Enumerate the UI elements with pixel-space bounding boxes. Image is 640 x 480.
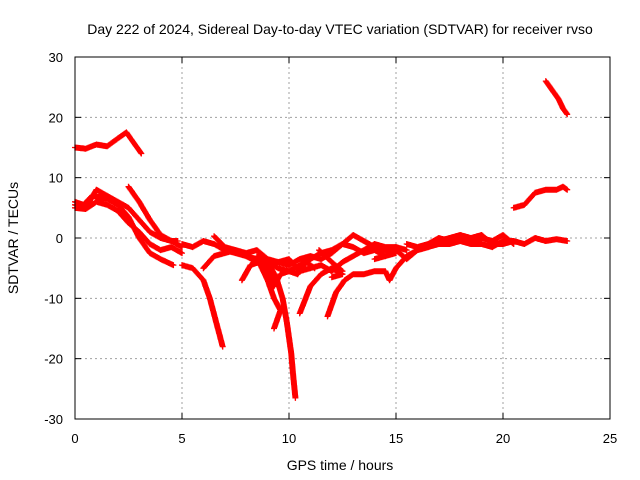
series-markers <box>316 247 346 275</box>
series-markers <box>72 129 145 157</box>
y-tick-label: 30 <box>49 50 63 65</box>
series-markers <box>510 183 571 211</box>
x-tick-label: 20 <box>496 431 510 446</box>
y-axis-label: SDTVAR / TECUs <box>5 182 21 294</box>
series-markers <box>542 78 571 118</box>
series-markers <box>253 253 299 401</box>
x-tick-label: 0 <box>71 431 78 446</box>
chart-title: Day 222 of 2024, Sidereal Day-to-day VTE… <box>87 21 593 37</box>
series-track-11 <box>253 253 299 401</box>
x-axis-label: GPS time / hours <box>287 457 394 473</box>
axis-ticks: 0 5 10 15 20 25 -30 -20 -10 0 10 20 30 <box>44 50 617 446</box>
y-tick-label: 0 <box>56 231 63 246</box>
grid-lines <box>75 57 610 419</box>
series-track-5 <box>125 183 185 251</box>
series-track-19 <box>542 78 571 118</box>
y-tick-label: -20 <box>44 352 63 367</box>
series-track-1 <box>72 129 145 157</box>
series-track-18 <box>510 183 571 211</box>
series-track-14 <box>316 247 346 275</box>
series-track-6 <box>179 262 226 350</box>
series-track-17 <box>403 232 517 251</box>
series-markers <box>256 259 284 332</box>
data-markers <box>72 78 571 401</box>
series-markers <box>403 232 517 251</box>
x-tick-label: 10 <box>282 431 296 446</box>
x-tick-label: 25 <box>603 431 617 446</box>
series-markers <box>125 183 185 251</box>
series-track-13 <box>296 265 346 317</box>
series-markers <box>179 262 226 350</box>
x-tick-label: 15 <box>389 431 403 446</box>
series-track-12 <box>256 259 284 332</box>
series-markers <box>296 265 346 317</box>
y-tick-label: 10 <box>49 171 63 186</box>
y-tick-label: 20 <box>49 110 63 125</box>
x-tick-label: 5 <box>178 431 185 446</box>
y-tick-label: -10 <box>44 291 63 306</box>
y-tick-label: -30 <box>44 412 63 427</box>
